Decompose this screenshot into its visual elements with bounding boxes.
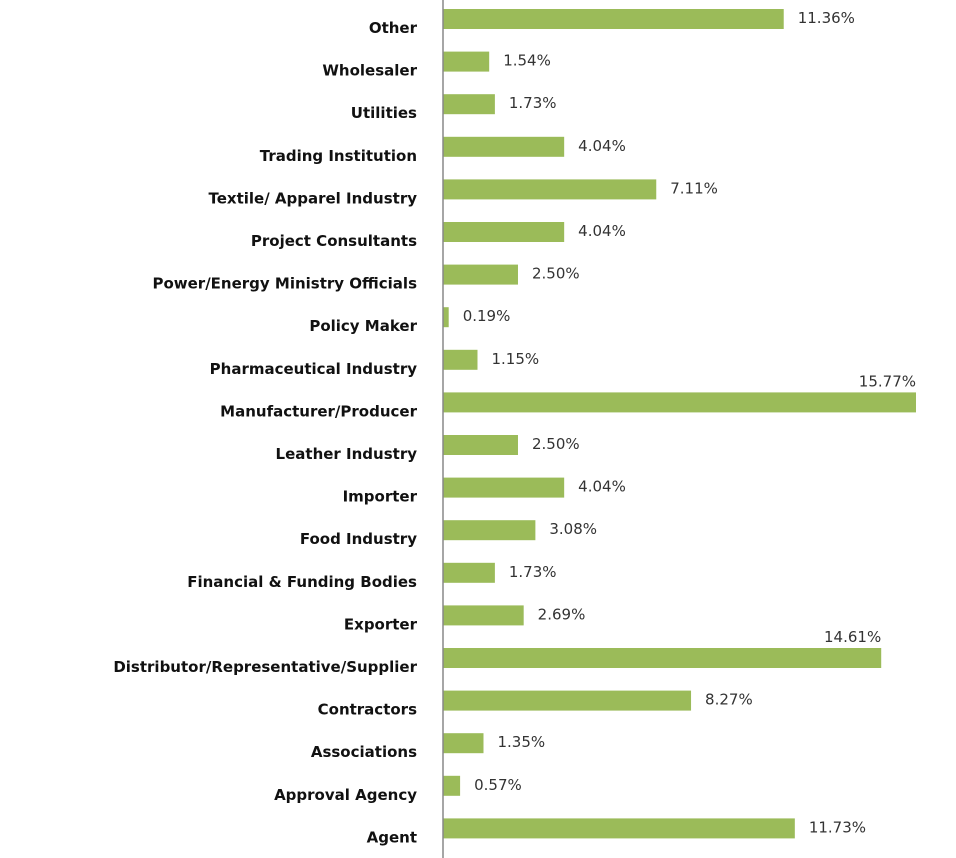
category-label: Exporter xyxy=(344,615,418,633)
value-label: 4.04% xyxy=(578,137,626,155)
bar xyxy=(443,9,784,29)
bar xyxy=(443,520,536,541)
category-label: Approval Agency xyxy=(274,786,417,804)
value-label: 1.54% xyxy=(503,52,551,70)
bar xyxy=(443,435,518,455)
value-label: 2.50% xyxy=(532,435,580,453)
bar xyxy=(443,222,565,242)
bar xyxy=(443,392,916,413)
category-label: Importer xyxy=(343,488,418,506)
value-label: 1.73% xyxy=(509,563,557,581)
value-label: 11.73% xyxy=(809,818,866,836)
category-label: Trading Institution xyxy=(260,147,417,165)
category-label: Associations xyxy=(311,743,417,761)
value-label: 0.57% xyxy=(474,776,522,794)
category-label: Manufacturer/Producer xyxy=(220,402,417,420)
bar xyxy=(443,51,490,72)
category-label: Financial & Funding Bodies xyxy=(187,573,417,591)
bar xyxy=(443,690,692,711)
value-label: 3.08% xyxy=(549,520,597,538)
bar xyxy=(443,775,461,796)
category-label: Wholesaler xyxy=(322,62,417,80)
bar xyxy=(443,349,478,370)
category-label: Utilities xyxy=(351,104,417,122)
value-label: 14.61% xyxy=(824,628,881,646)
category-label: Agent xyxy=(367,828,417,846)
category-label: Textile/ Apparel Industry xyxy=(208,189,417,207)
category-label: Project Consultants xyxy=(251,232,417,250)
value-label: 2.69% xyxy=(538,605,586,623)
value-label: 15.77% xyxy=(859,372,916,390)
category-label: Contractors xyxy=(318,701,417,719)
value-label: 11.36% xyxy=(798,9,855,27)
bar xyxy=(443,307,449,328)
bar xyxy=(443,136,565,157)
value-label: 0.19% xyxy=(463,307,511,325)
bar xyxy=(443,562,495,583)
bar xyxy=(443,605,524,626)
category-label: Other xyxy=(369,19,418,37)
category-label: Policy Maker xyxy=(309,317,417,335)
bar xyxy=(443,94,495,115)
category-label: Food Industry xyxy=(300,530,417,548)
value-label: 4.04% xyxy=(578,478,626,496)
category-label: Power/Energy Ministry Officials xyxy=(152,275,417,293)
value-label: 1.35% xyxy=(497,733,545,751)
value-label: 1.15% xyxy=(491,350,539,368)
category-label: Pharmaceutical Industry xyxy=(210,360,418,378)
value-label: 4.04% xyxy=(578,222,626,240)
bar xyxy=(443,477,565,498)
category-label: Distributor/Representative/Supplier xyxy=(113,658,417,676)
value-label: 8.27% xyxy=(705,691,753,709)
bar xyxy=(443,733,484,754)
category-label: Leather Industry xyxy=(276,445,418,463)
value-label: 1.73% xyxy=(509,94,557,112)
value-label: 7.11% xyxy=(670,179,718,197)
bar xyxy=(443,264,518,285)
bar xyxy=(443,179,657,200)
value-label: 2.50% xyxy=(532,265,580,283)
bar xyxy=(443,818,795,839)
bar xyxy=(443,648,882,668)
